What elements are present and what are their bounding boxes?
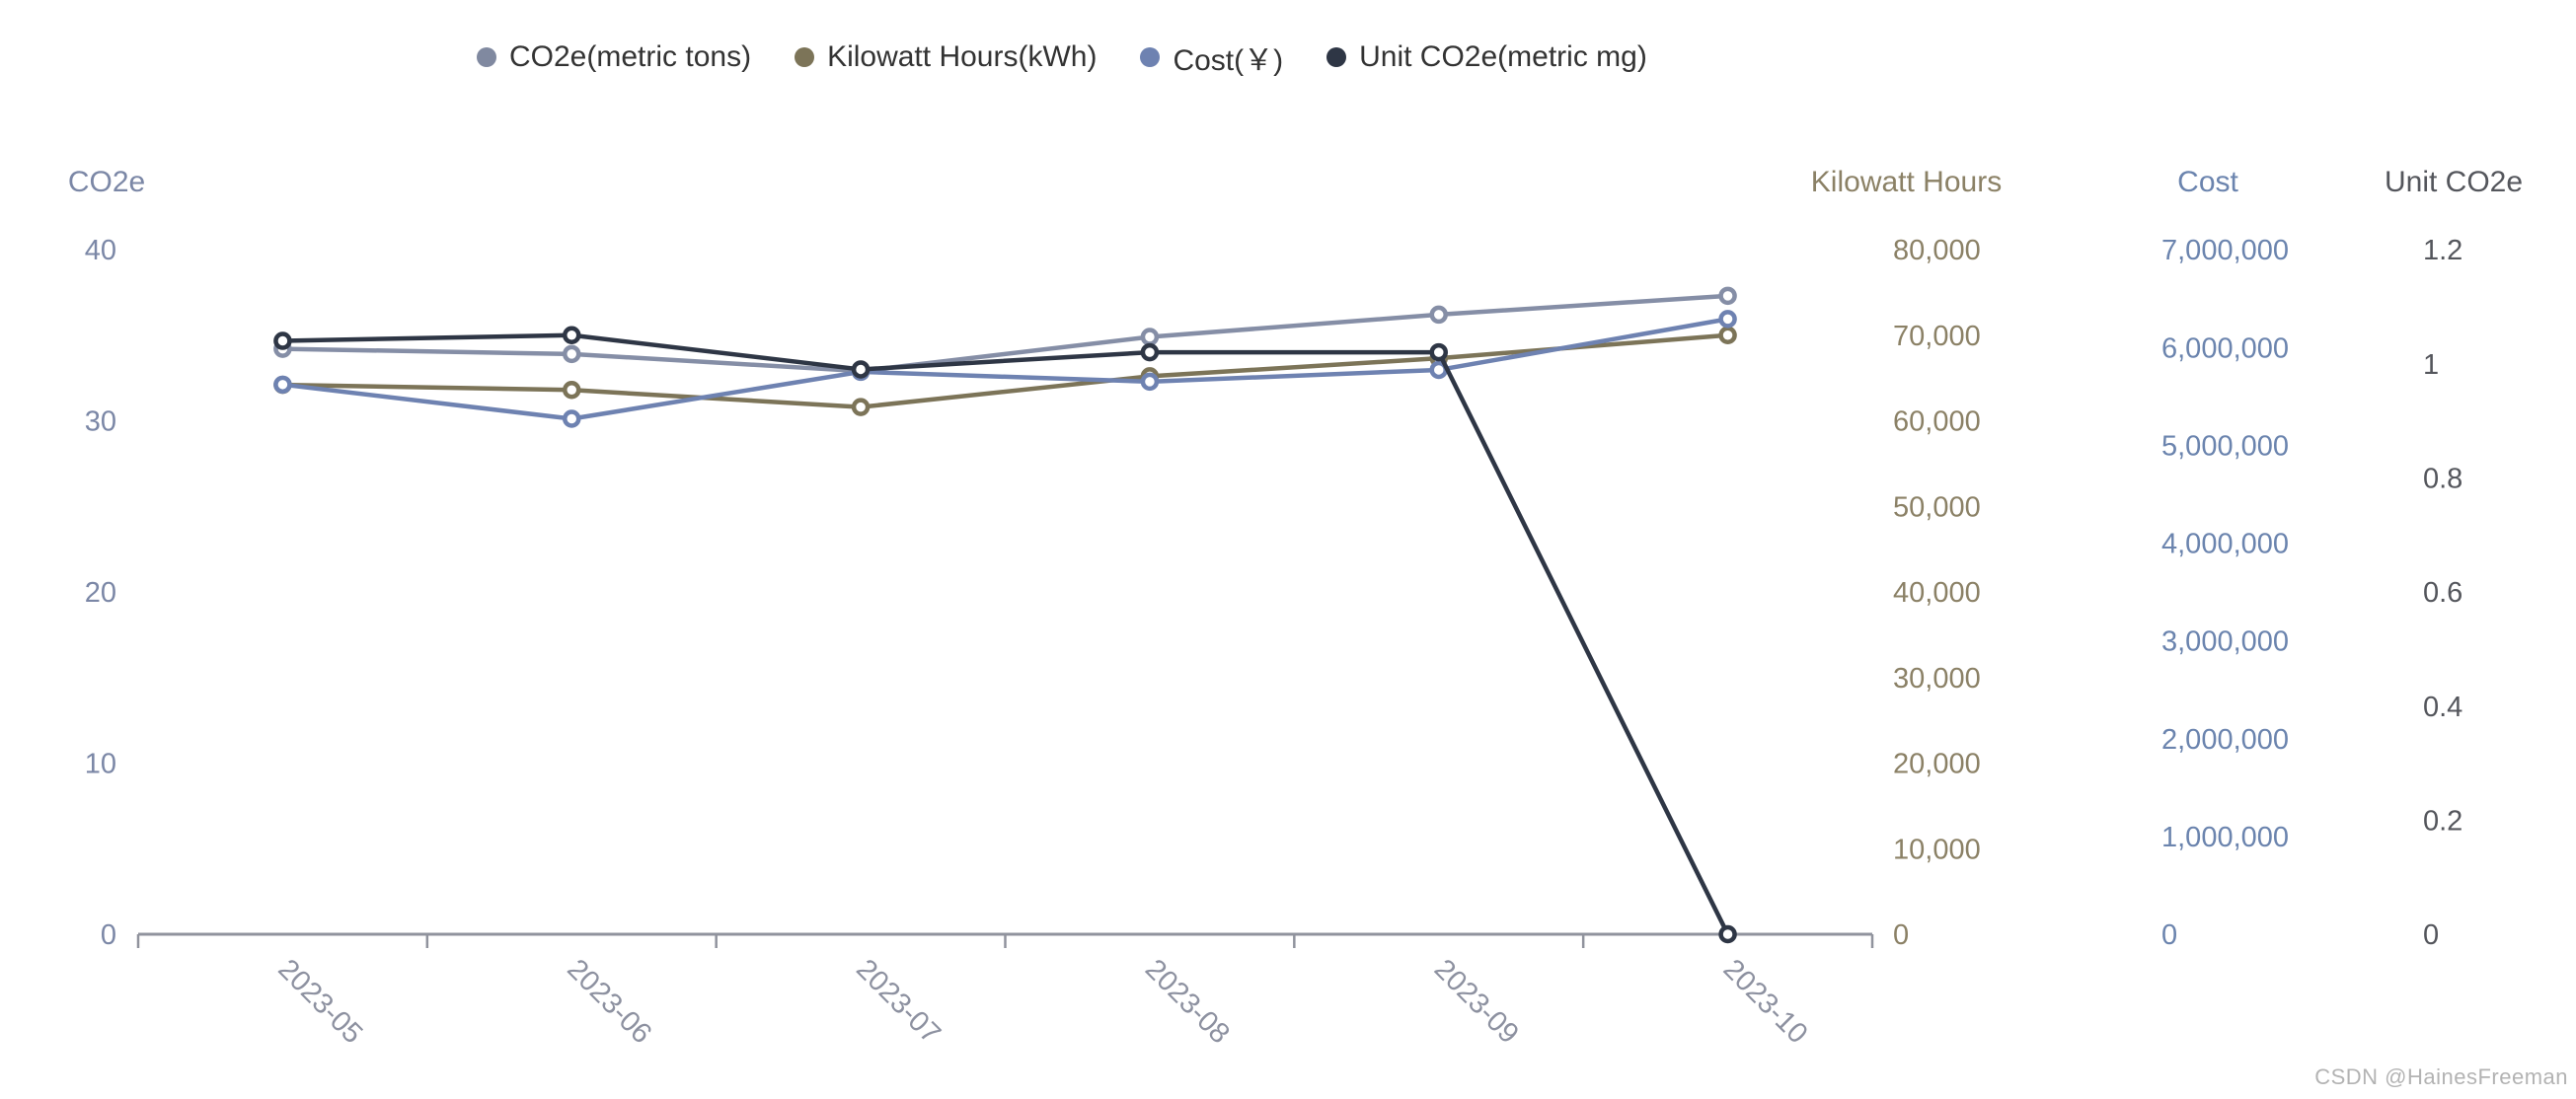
data-point-unit-co2e-metric-mg-2023-08[interactable] <box>1140 342 1160 362</box>
series-line-unit-co2e-metric-mg <box>280 332 1730 937</box>
legend-label: Unit CO2e(metric mg) <box>1359 40 1647 73</box>
data-point-unit-co2e-metric-mg-2023-06[interactable] <box>563 326 581 344</box>
axis-tick-label-kwh: 20,000 <box>1893 749 1981 780</box>
axis-tick-label-unit: 0 <box>2423 919 2439 951</box>
watermark: CSDN @HainesFreeman <box>2314 1064 2568 1089</box>
axis-tick-label-cost: 3,000,000 <box>2161 626 2289 658</box>
data-point-co2e-metric-tons-2023-10[interactable] <box>1718 286 1737 306</box>
series-line-kilowatt-hours-kwh <box>280 332 1730 409</box>
axis-title-kilowatt-hours: Kilowatt Hours <box>1810 166 2003 198</box>
axis-tick-label-co2e: 0 <box>101 919 116 951</box>
legend-item-co2e[interactable]: CO2e(metric tons) <box>477 40 751 74</box>
legend-label: CO2e(metric tons) <box>509 40 752 73</box>
legend-label: Kilowatt Hours(kWh) <box>827 40 1098 73</box>
axis-tick-label-cost: 0 <box>2161 919 2177 951</box>
data-point-kilowatt-hours-kwh-2023-06[interactable] <box>563 381 581 400</box>
axis-tick-label-co2e: 20 <box>85 577 116 609</box>
data-point-unit-co2e-metric-mg-2023-07[interactable] <box>851 360 871 379</box>
legend-item-kilowatt-hours[interactable]: Kilowatt Hours(kWh) <box>795 40 1097 74</box>
data-point-co2e-metric-tons-2023-09[interactable] <box>1429 305 1448 325</box>
data-point-cost-2023-08[interactable] <box>1140 372 1160 392</box>
chart-legend: CO2e(metric tons) Kilowatt Hours(kWh) Co… <box>477 36 1647 79</box>
axis-tick-label-kwh: 60,000 <box>1893 406 1981 438</box>
axis-tick-label-unit: 0.6 <box>2423 577 2462 609</box>
axis-tick-label-unit: 1.2 <box>2423 235 2462 266</box>
data-point-cost-2023-06[interactable] <box>563 409 581 428</box>
legend-marker-icon <box>1326 47 1347 67</box>
legend-marker-icon <box>795 47 815 67</box>
legend-marker-icon <box>1140 47 1161 67</box>
axis-tick-label-co2e: 40 <box>85 235 116 266</box>
axis-tick-label-kwh: 40,000 <box>1893 577 1981 609</box>
legend-item-cost[interactable]: Cost(￥) <box>1140 36 1283 79</box>
data-point-unit-co2e-metric-mg-2023-10[interactable] <box>1718 924 1737 944</box>
legend-marker-icon <box>477 47 496 67</box>
data-point-unit-co2e-metric-mg-2023-05[interactable] <box>273 331 292 350</box>
legend-label: Cost(￥) <box>1173 44 1284 77</box>
axis-tick-label-cost: 2,000,000 <box>2161 724 2289 756</box>
legend-item-unit-co2e[interactable]: Unit CO2e(metric mg) <box>1326 40 1647 74</box>
axis-tick-label-unit: 0.8 <box>2423 463 2462 494</box>
data-point-co2e-metric-tons-2023-06[interactable] <box>563 344 581 364</box>
data-point-cost-2023-05[interactable] <box>273 375 292 395</box>
data-point-kilowatt-hours-kwh-2023-10[interactable] <box>1718 326 1737 344</box>
axis-tick-label-kwh: 50,000 <box>1893 491 1981 523</box>
data-point-co2e-metric-tons-2023-08[interactable] <box>1140 328 1160 346</box>
x-axis-label: 2023-08 <box>1139 953 1236 1050</box>
axis-tick-label-unit: 1 <box>2423 349 2439 381</box>
axis-tick-label-cost: 6,000,000 <box>2161 332 2289 364</box>
axis-tick-label-kwh: 80,000 <box>1893 235 1981 266</box>
axis-tick-label-cost: 5,000,000 <box>2161 430 2289 462</box>
axis-tick-label-cost: 7,000,000 <box>2161 235 2289 266</box>
x-axis-label: 2023-09 <box>1428 953 1525 1050</box>
axis-title-unit-co2e: Unit CO2e <box>2384 166 2524 198</box>
data-point-kilowatt-hours-kwh-2023-07[interactable] <box>851 398 871 416</box>
axis-tick-label-cost: 1,000,000 <box>2161 822 2289 853</box>
axis-tick-label-kwh: 10,000 <box>1893 834 1981 865</box>
x-axis-label: 2023-10 <box>1717 953 1814 1050</box>
axis-tick-label-kwh: 30,000 <box>1893 663 1981 695</box>
series-line-cost <box>280 317 1730 421</box>
axis-tick-label-kwh: 0 <box>1893 919 1909 951</box>
axis-tick-label-co2e: 30 <box>85 406 116 438</box>
x-axis-label: 2023-05 <box>271 953 368 1050</box>
axis-tick-label-kwh: 70,000 <box>1893 321 1981 352</box>
axis-tick-label-co2e: 10 <box>85 749 116 780</box>
axis-tick-label-unit: 0.2 <box>2423 805 2462 837</box>
data-point-unit-co2e-metric-mg-2023-09[interactable] <box>1429 342 1448 362</box>
axis-title-cost: Cost <box>2177 166 2238 198</box>
axis-title-co2e: CO2e <box>67 166 146 198</box>
axis-tick-label-unit: 0.4 <box>2423 692 2462 723</box>
series-line-co2e-metric-tons <box>280 293 1730 374</box>
x-axis-label: 2023-06 <box>561 953 657 1050</box>
axis-tick-label-cost: 4,000,000 <box>2161 529 2289 560</box>
x-axis-label: 2023-07 <box>850 953 947 1050</box>
data-point-cost-2023-10[interactable] <box>1718 310 1737 329</box>
